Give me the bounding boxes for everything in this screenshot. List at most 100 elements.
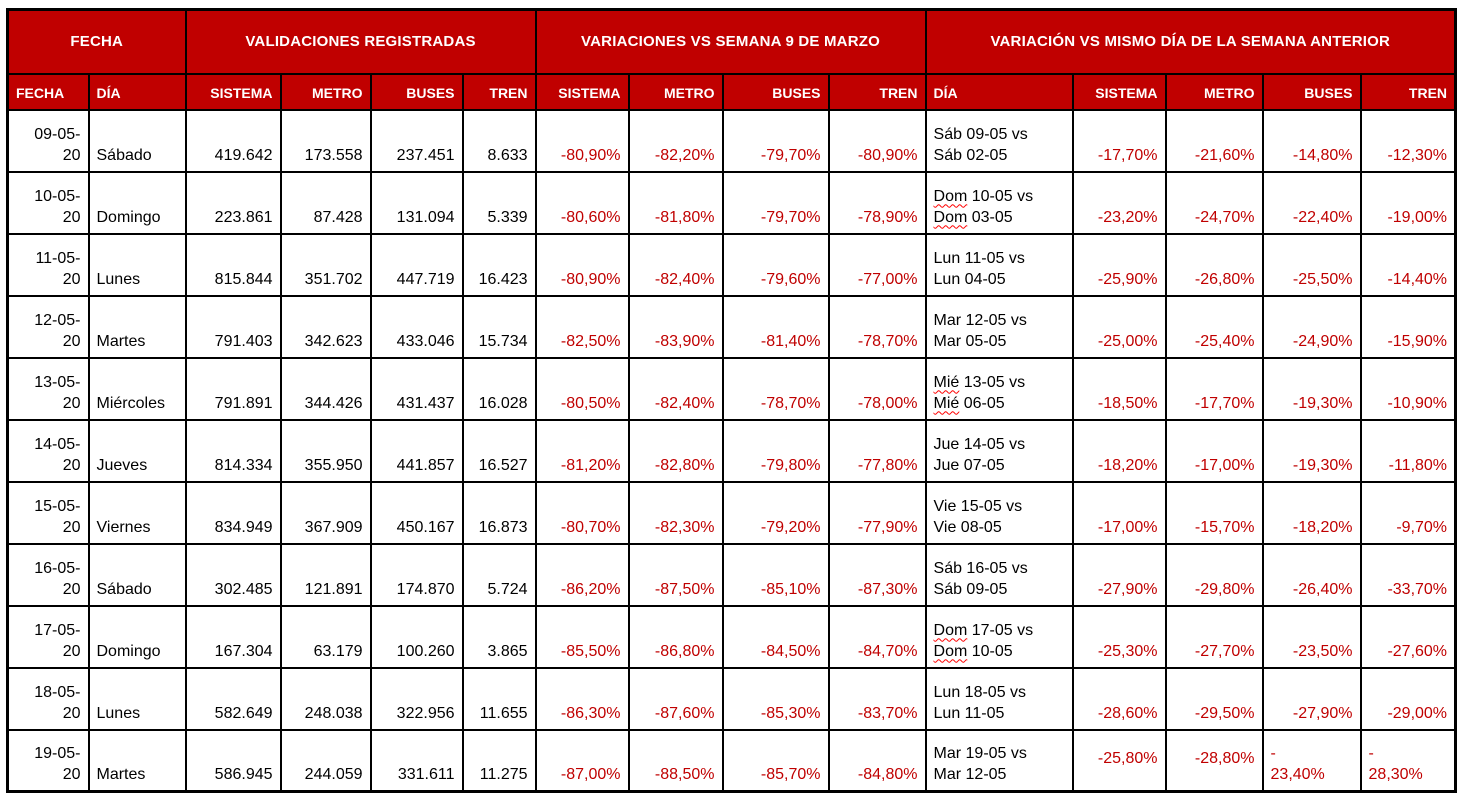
validations-buses-cell: 431.437 — [369, 356, 464, 421]
var-vs-week9-tren-cell: -78,70% — [827, 294, 927, 359]
header-group-row: FECHA VALIDACIONES REGISTRADAS VARIACION… — [6, 8, 1457, 75]
var-vs-week9-sistema-cell: -82,50% — [534, 294, 630, 359]
header-group-variacion-semana-anterior: VARIACIÓN VS MISMO DÍA DE LA SEMANA ANTE… — [924, 8, 1457, 75]
var-vs-week9-metro-cell: -82,80% — [627, 418, 724, 483]
day-abbrev: Mié — [933, 394, 960, 412]
date-cell: 10-05- 20 — [6, 170, 90, 235]
var-vs-prevweek-sistema-cell: -17,70% — [1071, 108, 1167, 173]
date-cell: 12-05- 20 — [6, 294, 90, 359]
validations-metro-cell: 63.179 — [279, 604, 372, 669]
table-row: 14-05- 20 Jueves 814.334 355.950 441.857 16.52… — [6, 418, 1457, 483]
col-header-fecha: FECHA — [6, 72, 90, 111]
var-vs-prevweek-sistema-cell: -27,90% — [1071, 542, 1167, 607]
var-vs-prevweek-metro-cell: -25,40% — [1164, 294, 1264, 359]
header-group-validaciones: VALIDACIONES REGISTRADAS — [184, 8, 537, 75]
var-vs-week9-buses-cell: -81,40% — [721, 294, 830, 359]
var-vs-week9-tren-cell: -78,00% — [827, 356, 927, 421]
var-vs-prevweek-metro-cell: -17,70% — [1164, 356, 1264, 421]
day-abbrev: Sáb — [933, 125, 962, 143]
var-vs-week9-sistema-cell: -80,50% — [534, 356, 630, 421]
day-comparison-cell: Lun 11-05 vs Lun 04-05 — [924, 232, 1074, 297]
var-vs-week9-sistema-cell: -80,90% — [534, 232, 630, 297]
var-vs-prevweek-buses-cell: -23,50% — [1261, 604, 1362, 669]
var-vs-week9-tren-cell: -84,80% — [827, 728, 927, 793]
day-comparison-cell: Vie 15-05 vs Vie 08-05 — [924, 480, 1074, 545]
table-row: 18-05- 20 Lunes 582.649 248.038 322.956 11.655… — [6, 666, 1457, 731]
var-vs-prevweek-metro-cell: -24,70% — [1164, 170, 1264, 235]
day-abbrev: Mié — [933, 373, 960, 391]
var-vs-prevweek-tren-cell: -19,00% — [1359, 170, 1457, 235]
var-vs-week9-metro-cell: -88,50% — [627, 728, 724, 793]
var-vs-week9-tren-cell: -84,70% — [827, 604, 927, 669]
day-cell: Miércoles — [87, 356, 187, 421]
var-vs-prevweek-sistema-cell: -25,00% — [1071, 294, 1167, 359]
data-table: FECHA VALIDACIONES REGISTRADAS VARIACION… — [6, 8, 1458, 793]
validations-sistema-cell: 586.945 — [184, 728, 282, 793]
validations-buses-cell: 447.719 — [369, 232, 464, 297]
validations-tren-cell: 16.873 — [461, 480, 537, 545]
date-cell: 17-05- 20 — [6, 604, 90, 669]
var-vs-week9-metro-cell: -82,20% — [627, 108, 724, 173]
var-vs-prevweek-tren-cell: -27,60% — [1359, 604, 1457, 669]
day-cell: Martes — [87, 728, 187, 793]
col-header-sistema-validaciones: SISTEMA — [184, 72, 282, 111]
var-vs-week9-sistema-cell: -81,20% — [534, 418, 630, 483]
var-vs-week9-metro-cell: -83,90% — [627, 294, 724, 359]
var-vs-week9-buses-cell: -79,70% — [721, 108, 830, 173]
var-vs-week9-tren-cell: -80,90% — [827, 108, 927, 173]
validations-buses-cell: 100.260 — [369, 604, 464, 669]
col-header-metro-var-anterior: METRO — [1164, 72, 1264, 111]
var-vs-week9-buses-cell: -84,50% — [721, 604, 830, 669]
var-vs-prevweek-sistema-cell: -25,80% — [1071, 728, 1167, 793]
var-vs-week9-tren-cell: -77,00% — [827, 232, 927, 297]
validations-tren-cell: 16.423 — [461, 232, 537, 297]
day-cell: Jueves — [87, 418, 187, 483]
var-vs-week9-sistema-cell: -80,90% — [534, 108, 630, 173]
validations-sistema-cell: 302.485 — [184, 542, 282, 607]
validations-sistema-cell: 419.642 — [184, 108, 282, 173]
var-vs-prevweek-tren-cell: -29,00% — [1359, 666, 1457, 731]
validations-sistema-cell: 167.304 — [184, 604, 282, 669]
day-abbrev: Mar — [933, 766, 962, 783]
validations-tren-cell: 8.633 — [461, 108, 537, 173]
var-vs-prevweek-buses-cell: -26,40% — [1261, 542, 1362, 607]
var-vs-week9-buses-cell: -79,80% — [721, 418, 830, 483]
var-vs-week9-buses-cell: -85,30% — [721, 666, 830, 731]
validations-sistema-cell: 223.861 — [184, 170, 282, 235]
validations-metro-cell: 244.059 — [279, 728, 372, 793]
day-abbrev: Mar — [933, 311, 962, 329]
day-comparison-cell: Sáb 09-05 vs Sáb 02-05 — [924, 108, 1074, 173]
var-vs-prevweek-metro-cell: -27,70% — [1164, 604, 1264, 669]
var-vs-week9-metro-cell: -86,80% — [627, 604, 724, 669]
validations-tren-cell: 11.275 — [461, 728, 537, 793]
var-vs-week9-sistema-cell: -86,20% — [534, 542, 630, 607]
day-abbrev: Sáb — [933, 580, 962, 598]
var-vs-week9-tren-cell: -77,80% — [827, 418, 927, 483]
var-vs-prevweek-tren-cell: -11,80% — [1359, 418, 1457, 483]
var-vs-prevweek-sistema-cell: -25,30% — [1071, 604, 1167, 669]
var-vs-week9-tren-cell: -87,30% — [827, 542, 927, 607]
day-abbrev: Lun — [933, 249, 961, 267]
var-vs-prevweek-buses-cell: -19,30% — [1261, 356, 1362, 421]
day-cell: Sábado — [87, 542, 187, 607]
var-vs-prevweek-buses-cell: -22,40% — [1261, 170, 1362, 235]
var-vs-week9-buses-cell: -79,70% — [721, 170, 830, 235]
var-vs-week9-buses-cell: -85,10% — [721, 542, 830, 607]
day-comparison-cell: Sáb 16-05 vs Sáb 09-05 — [924, 542, 1074, 607]
validations-metro-cell: 121.891 — [279, 542, 372, 607]
var-vs-prevweek-metro-cell: -29,50% — [1164, 666, 1264, 731]
date-cell: 19-05- 20 — [6, 728, 90, 793]
table-row: 19-05- 20 Martes 586.945 244.059 331.611 11.27… — [6, 728, 1457, 793]
validations-sistema-cell: 791.403 — [184, 294, 282, 359]
col-header-sistema-var-semana9: SISTEMA — [534, 72, 630, 111]
day-cell: Domingo — [87, 604, 187, 669]
col-header-dia: DÍA — [87, 72, 187, 111]
validations-metro-cell: 344.426 — [279, 356, 372, 421]
var-vs-prevweek-buses-cell: -18,20% — [1261, 480, 1362, 545]
col-header-sistema-var-anterior: SISTEMA — [1071, 72, 1167, 111]
validations-metro-cell: 355.950 — [279, 418, 372, 483]
var-vs-prevweek-buses-cell: -23,40% — [1261, 728, 1362, 793]
col-header-tren-var-anterior: TREN — [1359, 72, 1457, 111]
var-vs-week9-buses-cell: -78,70% — [721, 356, 830, 421]
var-vs-prevweek-metro-cell: -21,60% — [1164, 108, 1264, 173]
